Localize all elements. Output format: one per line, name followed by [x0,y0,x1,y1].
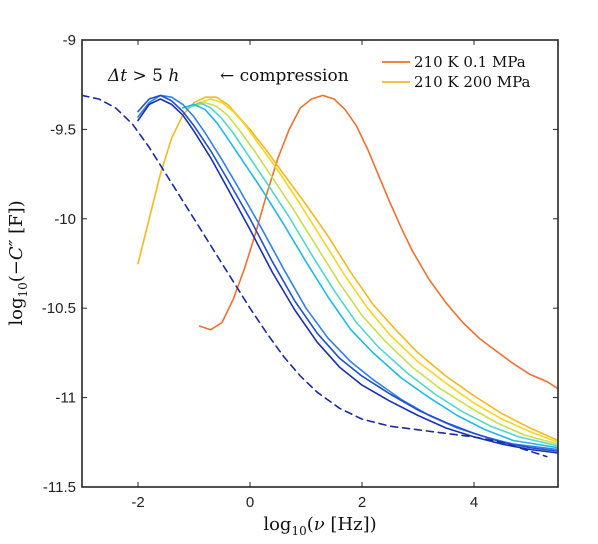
plot-background [82,40,558,487]
y-tick-label: -10.5 [42,300,76,317]
x-tick-label: 2 [358,494,366,511]
y-tick-label: -11 [55,390,76,407]
x-tick-label: 4 [470,494,478,511]
plot-frame [81,39,559,488]
legend-label: 210 K 200 MPa [414,73,531,91]
y-axis-label: log10(−C″ [F]) [6,200,30,325]
annotation-compression: ← compression [220,66,349,86]
series-layer [82,94,558,458]
x-axis-label: log10(ν [Hz]) [263,514,376,538]
annotation-delta-t: Δt > 5 h [107,66,179,86]
legend: 210 K 0.1 MPa 210 K 200 MPa [382,53,531,91]
y-tick-label: -9 [63,32,76,49]
y-tick-label: -11.5 [43,479,76,496]
series-line-1 [137,96,558,442]
tick-layer: -2 0 2 4 -11.5 -11 -10.5 -10 -9.5 -9 [42,32,558,511]
legend-label: 210 K 0.1 MPa [414,53,526,71]
series-line-9 [82,94,548,458]
y-tick-label: -9.5 [50,121,76,138]
series-line-7 [137,94,558,452]
series-line-3 [193,101,558,445]
y-tick-label: -10 [54,211,76,228]
series-line-8 [137,98,558,454]
series-line-4 [187,101,558,447]
x-tick-label: -2 [131,494,144,511]
series-line-0 [198,94,558,390]
series-line-5 [182,103,558,449]
x-tick-label: 0 [246,494,254,511]
series-line-2 [198,98,558,444]
